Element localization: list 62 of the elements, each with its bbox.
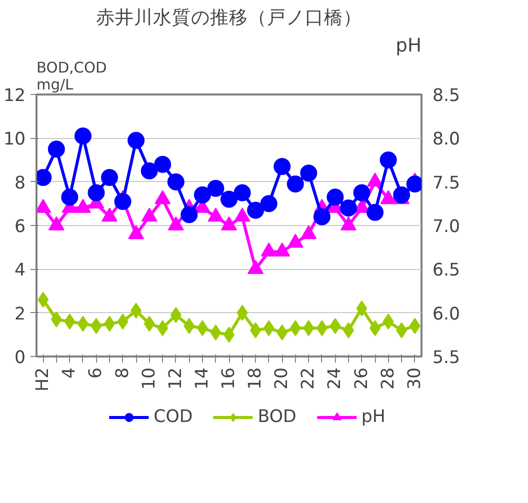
point — [220, 190, 238, 208]
y-tick-label: 12 — [3, 86, 26, 106]
x-tick-label: 4 — [60, 367, 80, 379]
legend-label: BOD — [258, 406, 296, 426]
point — [48, 140, 65, 158]
point — [313, 208, 330, 226]
point — [167, 173, 184, 190]
x-tick-label: 30 — [404, 367, 425, 390]
point — [88, 184, 105, 202]
x-tick-label: 24 — [325, 367, 346, 390]
legend-label: COD — [154, 406, 193, 426]
point — [101, 168, 118, 186]
y2-tick-label: 8.5 — [432, 86, 460, 106]
y2-axis-title: pH — [396, 36, 422, 56]
chart-title: 赤井川水質の推移（戸ノ口橋） — [96, 8, 362, 28]
point — [234, 184, 251, 202]
point — [207, 180, 224, 197]
point — [300, 164, 318, 182]
legend-label: pH — [361, 406, 386, 426]
y-tick-label: 2 — [14, 304, 26, 324]
point — [128, 132, 145, 149]
y2-tick-label: 7.5 — [432, 173, 460, 194]
point — [260, 195, 278, 212]
x-tick-label: 16 — [219, 367, 239, 390]
point — [140, 162, 158, 180]
y-tick-label: 8 — [14, 173, 26, 194]
y2-tick-label: 8.0 — [432, 130, 460, 150]
x-tick-label: 26 — [352, 367, 372, 390]
x-tick-label: 22 — [298, 367, 319, 390]
x-tick-label: 20 — [272, 367, 292, 390]
point — [340, 200, 357, 217]
y2-tick-label: 7.0 — [432, 217, 460, 237]
x-tick-label: 10 — [139, 367, 160, 390]
y2-tick-label: 6.5 — [432, 260, 460, 281]
point — [114, 193, 132, 210]
y-tick-label: 0 — [14, 348, 26, 368]
point — [180, 206, 198, 224]
point — [154, 156, 172, 173]
y-tick-label: 6 — [14, 217, 26, 237]
x-tick-label: 18 — [246, 367, 266, 390]
x-tick-label: 8 — [112, 367, 133, 379]
y2-tick-label: 5.5 — [432, 348, 460, 368]
point — [194, 186, 211, 204]
y-tick-label: 4 — [14, 260, 26, 281]
point — [274, 158, 291, 176]
x-tick-label: 28 — [378, 367, 398, 390]
x-tick-label: 14 — [192, 367, 212, 390]
point — [353, 184, 370, 202]
point — [247, 202, 264, 219]
point — [393, 186, 410, 204]
point — [380, 152, 397, 168]
x-tick-label: H2 — [33, 367, 54, 392]
y-axis-title: BOD,COD mg/L — [36, 60, 107, 94]
x-tick-label: 12 — [166, 367, 186, 390]
y-tick-label: 10 — [3, 130, 26, 150]
point — [366, 204, 384, 221]
x-tick-label: 6 — [86, 367, 106, 379]
point — [61, 188, 78, 206]
y2-tick-label: 6.0 — [432, 304, 460, 324]
point — [286, 176, 304, 192]
point — [74, 128, 92, 144]
point — [326, 188, 344, 206]
